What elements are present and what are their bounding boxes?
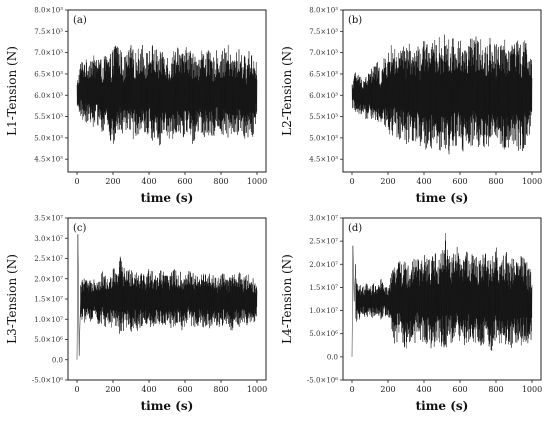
y-tick-label: 5.0×10³ — [309, 134, 338, 142]
y-tick-label: 5.0×10⁶ — [34, 336, 63, 344]
y-tick-label: 8.0×10³ — [34, 7, 63, 15]
panel-label: (c) — [73, 223, 87, 234]
y-tick-label: 7.5×10³ — [34, 28, 63, 36]
y-axis-label: L1-Tension (N) — [5, 46, 19, 136]
panel-c: 0 200 400 600 800 1000 -5.0×10⁶ 0.0 5.0×10⁶ 1.0×1… — [5, 215, 267, 414]
x-tick-label: 200 — [380, 385, 395, 394]
x-tick-label: 200 — [380, 177, 395, 186]
y-tick-label: 0.0 — [327, 353, 338, 361]
panel-label: (d) — [348, 223, 362, 234]
y-axis-label: L4-Tension (N) — [280, 254, 294, 344]
panel-a: 0 200 400 600 800 1000 4.5×10³ 5.0×10³ 5.5×10³ 6.… — [5, 7, 267, 206]
x-tick-label: 600 — [452, 177, 467, 186]
panel-b: 0 200 400 600 800 1000 4.5×10³ 5.0×10³ 5.5×10³ 6.… — [280, 7, 542, 206]
y-tick-label: 3.0×10⁷ — [34, 235, 63, 243]
y-axis-label: L2-Tension (N) — [280, 46, 294, 136]
x-tick-label: 1000 — [522, 177, 542, 186]
y-tick-label: 1.0×10⁷ — [34, 316, 63, 324]
panel-label: (b) — [348, 15, 362, 26]
series-line-l1 — [77, 45, 257, 145]
x-tick-label: 200 — [105, 385, 120, 394]
x-tick-label: 1000 — [522, 385, 542, 394]
y-tick-label: -5.0×10⁶ — [32, 377, 63, 385]
x-tick-label: 1000 — [247, 385, 267, 394]
y-tick-label: 3.5×10⁷ — [34, 215, 63, 223]
y-axis-label: L3-Tension (N) — [5, 254, 19, 344]
y-tick-label: 6.0×10³ — [309, 92, 338, 100]
y-tick-label: 5.0×10⁶ — [309, 330, 338, 338]
y-tick-label: 0.0 — [52, 356, 63, 364]
x-tick-label: 600 — [177, 385, 192, 394]
y-tick-label: 3.0×10⁷ — [309, 215, 338, 223]
x-tick-label: 800 — [488, 177, 503, 186]
y-tick-label: 7.5×10³ — [309, 28, 338, 36]
x-tick-label: 0 — [74, 385, 79, 394]
series-line-l2 — [352, 35, 532, 154]
y-tick-label: 5.5×10³ — [309, 113, 338, 121]
x-tick-label: 400 — [141, 385, 156, 394]
y-tick-label: 6.5×10³ — [309, 70, 338, 78]
x-tick-label: 600 — [452, 385, 467, 394]
series-line-l4 — [352, 233, 532, 357]
y-tick-label: 5.0×10³ — [34, 134, 63, 142]
y-tick-label: 2.0×10⁷ — [34, 275, 63, 283]
y-tick-label: 1.5×10⁷ — [34, 296, 63, 304]
y-tick-label: 8.0×10³ — [309, 7, 338, 15]
x-tick-label: 1000 — [247, 177, 267, 186]
x-tick-label: 800 — [213, 385, 228, 394]
y-tick-label: 2.5×10⁷ — [309, 238, 338, 246]
y-tick-label: 4.5×10³ — [309, 156, 338, 164]
y-tick-label: 6.0×10³ — [34, 92, 63, 100]
series-line-l3 — [77, 234, 257, 360]
y-tick-label: 5.5×10³ — [34, 113, 63, 121]
y-tick-label: 2.5×10⁷ — [34, 255, 63, 263]
y-tick-label: 1.5×10⁷ — [309, 284, 338, 292]
x-tick-label: 600 — [177, 177, 192, 186]
y-tick-label: 7.0×10³ — [34, 49, 63, 57]
x-tick-label: 400 — [416, 177, 431, 186]
panel-label: (a) — [73, 15, 87, 26]
y-tick-label: 2.0×10⁷ — [309, 261, 338, 269]
y-tick-label: 4.5×10³ — [34, 156, 63, 164]
x-tick-label: 0 — [349, 385, 354, 394]
y-tick-label: -5.0×10⁶ — [307, 377, 338, 385]
x-tick-label: 0 — [74, 177, 79, 186]
x-tick-label: 400 — [141, 177, 156, 186]
x-axis-label: time (s) — [141, 399, 194, 413]
x-axis-label: time (s) — [416, 399, 469, 413]
y-tick-label: 6.5×10³ — [34, 70, 63, 78]
y-tick-label: 1.0×10⁷ — [309, 307, 338, 315]
x-axis-label: time (s) — [416, 191, 469, 205]
panel-d: 0 200 400 600 800 1000 -5.0×10⁶ 0.0 5.0×10⁶ 1.0×1… — [280, 215, 542, 414]
x-tick-label: 400 — [416, 385, 431, 394]
x-tick-label: 0 — [349, 177, 354, 186]
x-tick-label: 800 — [488, 385, 503, 394]
x-tick-label: 200 — [105, 177, 120, 186]
y-tick-label: 7.0×10³ — [309, 49, 338, 57]
x-axis-label: time (s) — [141, 191, 194, 205]
x-tick-label: 800 — [213, 177, 228, 186]
